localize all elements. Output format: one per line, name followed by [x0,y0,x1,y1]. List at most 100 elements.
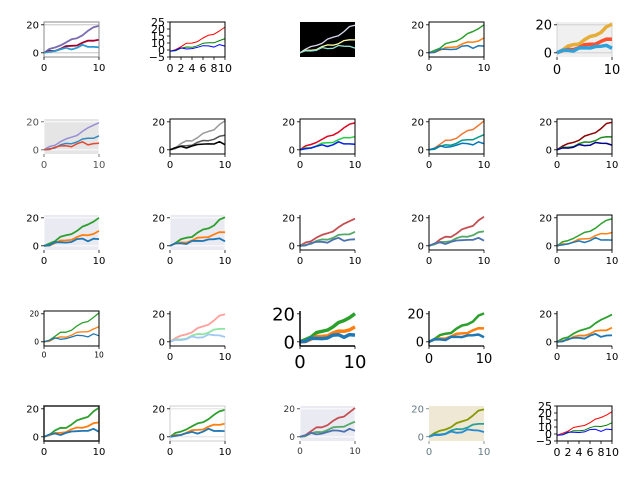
y-tick-label: 20 [272,304,295,325]
x-tick-label: 10 [478,256,491,267]
series-line-high [169,120,226,151]
series-line-low [428,141,485,151]
y-tick-label: 0 [416,335,424,350]
axes-frame [43,310,100,347]
y-tick-label: 20 [26,20,39,31]
y-tick-label: 20 [539,309,552,320]
series-line-low [428,428,485,438]
y-tick-label: 0 [545,428,552,441]
y-tick-label: 15 [151,30,165,43]
y-tick-label: 0 [289,241,295,252]
series-line-low [299,44,356,54]
x-tick-label: 0 [41,256,47,267]
y-tick-label: 0 [33,145,39,156]
series-line-low [169,427,226,438]
subplot-10: 0 10 0 20 [539,117,618,171]
series-line-low [556,332,613,343]
plot-area [557,406,612,441]
y-tick-label: 20 [411,20,424,31]
x-tick-label: 10 [605,446,619,459]
series-line-high [299,24,356,54]
series-line-high [428,120,485,151]
y-tick-label: 0 [158,44,165,57]
y-tick-label: 25 [538,400,552,413]
x-tick-label: 0 [426,447,432,458]
axes-frame [169,21,226,58]
y-tick-label: 0 [159,241,165,252]
series-line-low [556,428,613,436]
x-tick-label: 10 [349,256,362,267]
axes-frame [169,405,226,442]
subplot-23: 0 10 0 20 [284,405,361,457]
series-line-high [299,122,356,151]
subplot-13: 0 10 0 20 [282,213,361,267]
series-line-high [43,217,100,247]
y-tick-label: 20 [411,213,424,224]
y-tick-label: 0 [546,145,552,156]
x-tick-label: 10 [218,62,232,75]
y-tick-label: 25 [151,16,165,29]
series-line-high [169,26,226,52]
x-tick-label: 10 [344,352,367,373]
plot-area [170,119,225,154]
subplot-22: 0 10 0 20 [152,404,231,458]
subplot-17: 0 10 0 20 [152,309,231,363]
x-tick-label: 6 [587,446,594,459]
series-line-low [43,141,100,151]
series-line-low [428,236,485,247]
y-tick-label: 20 [151,23,165,36]
y-tick-label: 20 [152,404,165,415]
subplot-20: 0 10 0 20 [539,309,618,363]
x-tick-label: 10 [478,447,491,458]
x-tick-label: 0 [167,62,174,75]
y-tick-label: 0 [546,337,552,348]
y-tick-label: 20 [411,404,424,415]
axes-frame [428,118,485,155]
series-line-high [556,313,613,343]
x-tick-label: 8 [598,446,605,459]
y-tick-label: 0 [418,145,424,156]
x-tick-label: 0 [554,352,560,363]
subplot-19: 0 10 0 20 [407,307,492,367]
x-tick-label: 4 [576,446,583,459]
series-line-low [169,333,226,343]
subplot-12: 0 10 0 20 [152,213,231,267]
axes-frame [428,21,485,58]
series-line-high [43,25,100,54]
series-line-high [169,409,226,438]
y-tick-label: 0 [289,145,295,156]
y-tick-label: 20 [539,213,552,224]
series-line-low [169,140,226,151]
subplot-5: 0 10 0 20 [535,18,620,78]
x-tick-label: 0 [167,447,173,458]
plot-area [170,22,225,57]
axes-frame [556,118,613,155]
subplot-4: 0 10 0 20 [411,20,490,74]
y-tick-label: 20 [539,117,552,128]
y-tick-label: 0 [418,241,424,252]
y-tick-label: 0 [159,337,165,348]
x-tick-label: 10 [349,160,362,171]
x-tick-label: 0 [167,352,173,363]
series-line-low [556,141,613,151]
y-tick-label: 0 [34,338,39,347]
series-line-low [43,333,100,343]
x-tick-label: 10 [478,160,491,171]
y-tick-label: 0 [33,48,39,59]
x-tick-label: 0 [426,160,432,171]
series-line-low [428,333,485,343]
subplot-24: 0 10 0 20 [411,404,490,458]
series-line-high [43,122,100,151]
x-tick-label: 10 [93,256,106,267]
series-line-low [556,236,613,247]
series-line-high [169,216,226,247]
y-tick-label: 15 [538,414,552,427]
series-line-low [299,141,356,151]
y-tick-label: 20 [26,117,39,128]
x-tick-label: 10 [93,63,106,74]
series-line-high [43,406,100,438]
subplot-7: 0 10 0 20 [152,117,231,171]
x-tick-label: 0 [167,256,173,267]
